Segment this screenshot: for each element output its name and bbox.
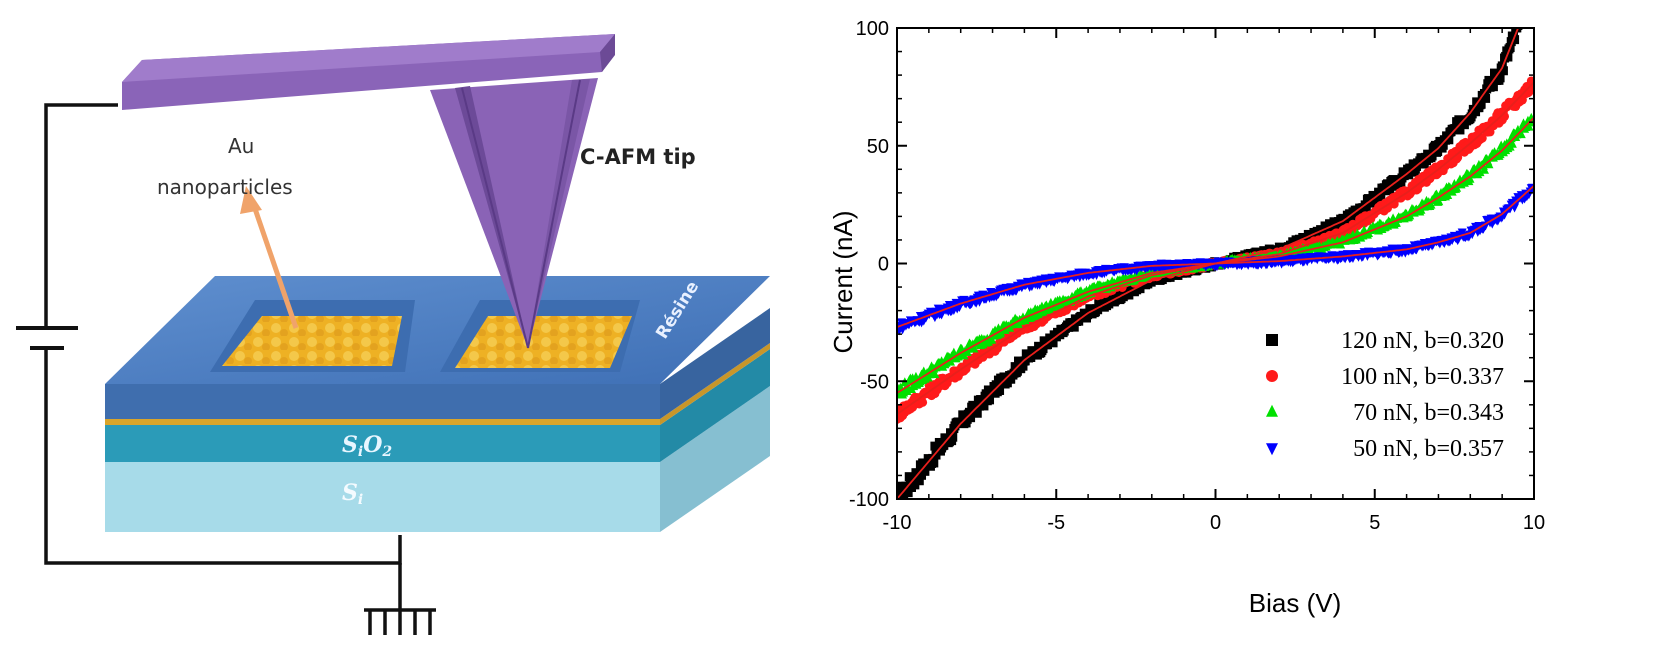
battery-icon: [16, 326, 78, 350]
sio2-layer: [105, 425, 660, 462]
data-point: [1484, 159, 1494, 169]
si-label-s: S: [342, 480, 358, 506]
data-point: [1481, 93, 1491, 103]
data-point: [972, 408, 982, 418]
series-3: [897, 183, 1534, 336]
cafm-diagram: Résine SiO2 Si Au nanoparticles C-AFM ti…: [16, 34, 770, 635]
data-point: [1475, 167, 1485, 177]
svg-text:SiO2: SiO2: [342, 432, 392, 460]
y-tick-label: 50: [867, 136, 889, 158]
y-tick-label: -100: [849, 489, 889, 511]
data-point: [930, 369, 940, 379]
y-tick-label: -50: [860, 371, 889, 393]
sio2-label-2: 2: [381, 444, 392, 460]
plot-area: [895, 28, 1534, 509]
legend-label: 70 nN, b=0.343: [1353, 400, 1504, 426]
sio2-label-i: i: [358, 444, 363, 460]
data-point: [1479, 164, 1489, 174]
si-layer: [105, 462, 660, 532]
data-point: [1516, 129, 1526, 139]
svg-text:Si: Si: [342, 480, 363, 508]
resine-layer: [105, 384, 660, 419]
legend-label: 100 nN, b=0.337: [1341, 364, 1504, 390]
legend-label: 120 nN, b=0.320: [1341, 328, 1504, 354]
sio2-label-o: O: [363, 432, 382, 458]
gold-pad-left: [222, 316, 402, 366]
y-tick-label: 0: [878, 254, 889, 276]
y-tick-label: 100: [856, 18, 889, 40]
series-group: [895, 28, 1534, 509]
x-axis-title: Bias (V): [1249, 588, 1341, 618]
data-point: [929, 458, 939, 468]
data-point: [969, 343, 979, 353]
data-point: [918, 397, 928, 407]
circuit-wire: [44, 103, 436, 635]
legend-marker: [1266, 443, 1278, 456]
label-cafm-tip: C-AFM tip: [580, 145, 696, 169]
x-tick-label: -10: [883, 512, 912, 534]
data-point: [1426, 199, 1436, 209]
y-axis-title: Current (nA): [828, 210, 858, 353]
data-point: [1444, 135, 1454, 145]
sio2-label-s: S: [342, 432, 358, 458]
gold-pad-right: [455, 316, 632, 368]
label-au: Au: [228, 134, 254, 158]
data-point: [1507, 138, 1517, 148]
legend: 120 nN, b=0.320 100 nN, b=0.337 70 nN, b=0…: [1266, 328, 1504, 462]
arrow-icon: [240, 186, 299, 329]
data-point: [1443, 189, 1453, 199]
legend-marker: [1266, 334, 1278, 346]
x-tick-label: -5: [1047, 512, 1065, 534]
data-point: [895, 500, 904, 509]
x-tick-label: 10: [1523, 512, 1545, 534]
x-tick-label: 5: [1369, 512, 1380, 534]
x-tick-label: 0: [1210, 512, 1221, 534]
legend-marker: [1266, 370, 1278, 382]
si-label-i: i: [358, 492, 363, 508]
label-nanoparticles: nanoparticles: [157, 175, 293, 199]
legend-label: 50 nN, b=0.357: [1353, 436, 1504, 462]
legend-marker: [1266, 404, 1278, 417]
fit-line-3: [897, 185, 1534, 328]
